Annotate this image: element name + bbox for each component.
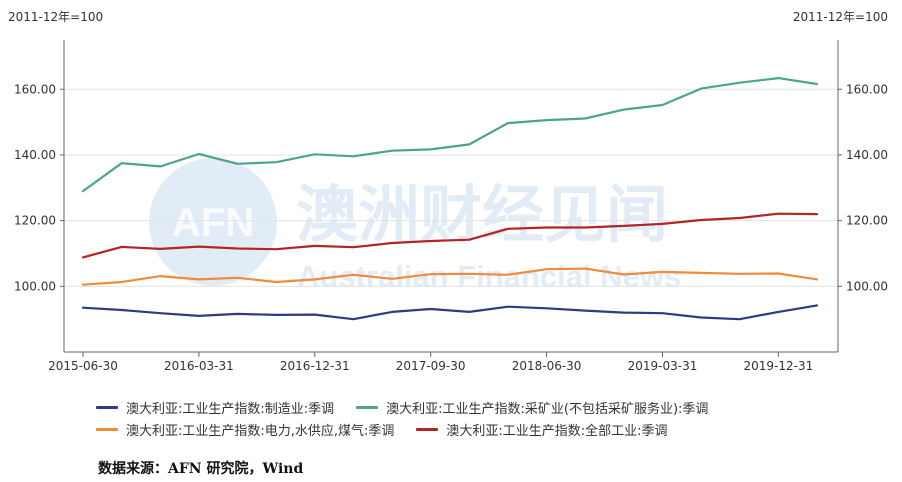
y-tick-label-right: 100.00 [846, 279, 888, 293]
x-tick-label: 2018-06-30 [512, 359, 582, 373]
series-layer [81, 76, 819, 321]
legend-item-mining[interactable]: 澳大利亚:工业生产指数:采矿业(不包括采矿服务业):季调 [356, 398, 708, 417]
legend-label: 澳大利亚:工业生产指数:电力,水供应,煤气:季调 [126, 423, 395, 439]
watermark-logo-text: AFN [172, 201, 254, 245]
y-tick-label-right: 140.00 [846, 148, 888, 162]
series-line-utilities [81, 267, 819, 286]
legend-row-1: 澳大利亚:工业生产指数:制造业:季调 澳大利亚:工业生产指数:采矿业(不包括采矿… [96, 396, 856, 418]
legend-label: 澳大利亚:工业生产指数:采矿业(不包括采矿服务业):季调 [386, 401, 709, 417]
series-line-manufacturing [81, 304, 819, 321]
y-tick-label-right: 120.00 [846, 214, 888, 228]
axes: 100.00 100.00 120.00 120.00 140.00 140.00 160.… [14, 40, 888, 373]
left-axis-unit: 2011-12年=100 [8, 10, 104, 24]
series-line-mining [81, 76, 819, 193]
x-tick-label: 2019-12-31 [743, 359, 813, 373]
x-tick-label: 2017-09-30 [396, 359, 466, 373]
watermark-cn-text: 澳洲财经见闻 [296, 178, 668, 251]
legend-label: 澳大利亚:工业生产指数:全部工业:季调 [446, 423, 668, 439]
legend-swatch [96, 405, 118, 409]
y-tick-label-left: 100.00 [14, 279, 56, 293]
data-source-note: 数据来源：AFN 研究院，Wind [98, 461, 304, 477]
series-line-total-industry [81, 212, 819, 259]
legend-swatch [356, 405, 379, 409]
watermark: AFN 澳洲财经见闻 Australian Financial News [149, 158, 681, 294]
watermark-en-text: Australian Financial News [297, 259, 681, 294]
legend-swatch [96, 427, 118, 431]
chart-canvas: AFN 澳洲财经见闻 Australian Financial News 100… [14, 40, 888, 373]
right-axis-unit: 2011-12年=100 [792, 10, 888, 24]
legend-item-total-industry[interactable]: 澳大利亚:工业生产指数:全部工业:季调 [416, 420, 668, 439]
legend-swatch [416, 427, 439, 431]
legend-label: 澳大利亚:工业生产指数:制造业:季调 [126, 401, 335, 417]
x-tick-label: 2015-06-30 [48, 359, 118, 373]
y-tick-label-left: 140.00 [14, 148, 56, 162]
x-tick-label: 2016-12-31 [280, 359, 350, 373]
legend-row-2: 澳大利亚:工业生产指数:电力,水供应,煤气:季调 澳大利亚:工业生产指数:全部工… [96, 418, 856, 440]
legend: 澳大利亚:工业生产指数:制造业:季调 澳大利亚:工业生产指数:采矿业(不包括采矿… [96, 396, 856, 440]
legend-item-utilities[interactable]: 澳大利亚:工业生产指数:电力,水供应,煤气:季调 [96, 420, 394, 439]
y-tick-label-right: 160.00 [846, 82, 888, 96]
y-tick-label-left: 120.00 [14, 214, 56, 228]
watermark-logo-circle [149, 158, 277, 286]
y-tick-label-left: 160.00 [14, 82, 56, 96]
x-tick-label: 2016-03-31 [164, 359, 234, 373]
legend-item-manufacturing[interactable]: 澳大利亚:工业生产指数:制造业:季调 [96, 398, 334, 417]
x-tick-label: 2019-03-31 [628, 359, 698, 373]
